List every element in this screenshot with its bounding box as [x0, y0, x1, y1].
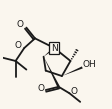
Text: O: O	[17, 20, 24, 29]
Text: N: N	[51, 43, 57, 53]
Text: O: O	[37, 84, 44, 93]
Polygon shape	[43, 57, 59, 87]
Polygon shape	[43, 47, 55, 57]
Text: OH: OH	[81, 60, 95, 69]
Text: O: O	[15, 41, 22, 50]
Text: O: O	[70, 87, 77, 96]
Polygon shape	[61, 66, 82, 76]
